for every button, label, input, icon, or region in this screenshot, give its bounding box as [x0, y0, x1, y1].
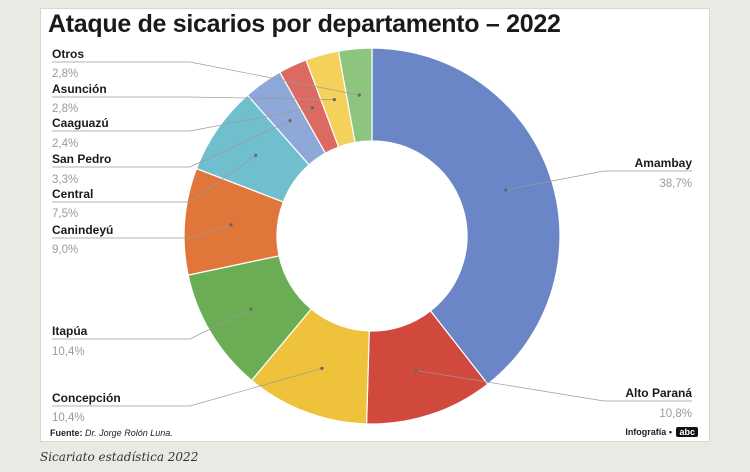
leader-line — [52, 367, 323, 407]
leader-dot — [357, 93, 361, 97]
leader-line — [52, 107, 313, 132]
slice-value: 10,4% — [52, 346, 85, 358]
slice-value: 38,7% — [659, 178, 692, 190]
leader-dot — [254, 153, 258, 157]
slice-value: 10,4% — [52, 412, 85, 424]
leader-line — [52, 224, 232, 239]
slice-value: 2,8% — [52, 68, 78, 80]
leader-dot — [288, 119, 292, 123]
slice-label: Central — [52, 187, 93, 201]
slice-otros — [337, 47, 373, 144]
slice-value: 3,3% — [52, 174, 78, 186]
slice-value: 9,0% — [52, 244, 78, 256]
leader-dot — [332, 97, 336, 102]
credit-label: Infografía • — [625, 427, 672, 437]
source-note: Fuente: Dr. Jorge Rolón Luna. — [50, 428, 173, 438]
chart-title: Ataque de sicarios por departamento – 20… — [48, 10, 561, 38]
source-value: Dr. Jorge Rolón Luna. — [85, 428, 173, 438]
slice-label: Amambay — [635, 156, 693, 170]
slice-label: Canindeyú — [52, 223, 113, 237]
slice-value: 7,5% — [52, 208, 78, 220]
leader-dot — [320, 366, 324, 370]
slice-value: 2,4% — [52, 138, 78, 150]
leader-dot — [414, 368, 418, 373]
leader-line — [416, 370, 692, 402]
slice-label: Itapúa — [52, 324, 88, 338]
abc-logo: abc — [676, 427, 698, 437]
leader-line — [505, 170, 692, 191]
slice-label: Asunción — [52, 82, 107, 96]
credit-note: Infografía • abc — [625, 427, 698, 437]
slice-label: Otros — [52, 47, 84, 61]
leader-dot — [310, 106, 314, 110]
image-caption: Sicariato estadística 2022 — [40, 450, 199, 464]
leader-dot — [229, 223, 233, 227]
leader-line — [52, 155, 256, 203]
source-label: Fuente: — [50, 428, 83, 438]
slice-label: Caaguazú — [52, 116, 109, 130]
leader-dot — [504, 188, 508, 192]
leader-line — [52, 308, 251, 340]
leader-dot — [249, 307, 253, 311]
leader-line — [52, 61, 360, 96]
leader-line — [52, 96, 335, 100]
slice-label: Concepción — [52, 391, 121, 405]
slice-label: Alto Paraná — [625, 386, 692, 400]
slice-amambay — [371, 47, 561, 386]
slice-value: 2,8% — [52, 103, 78, 115]
slice-value: 10,8% — [659, 408, 692, 420]
leader-line — [52, 120, 291, 168]
slice-label: San Pedro — [52, 152, 111, 166]
